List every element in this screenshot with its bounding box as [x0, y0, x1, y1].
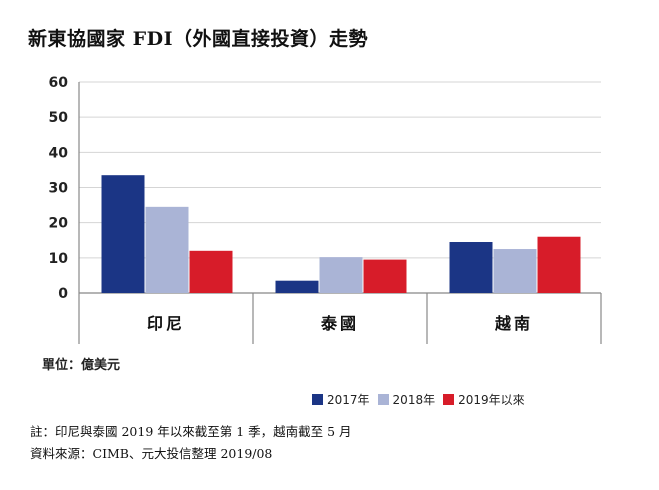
y-tick-label-50: 50: [49, 110, 69, 126]
bar-印尼-2019年以來: [189, 250, 233, 293]
y-tick-label-30: 30: [49, 181, 69, 197]
footnote-line-2: 資料來源：CIMB、元大投信整理 2019/08: [30, 446, 273, 461]
footnote-line-1: 註：印尼與泰國 2019 年以來截至第 1 季，越南截至 5 月: [30, 424, 352, 439]
bar-chart: 0 10 20 30 40 50 60 印尼 泰國 越南: [49, 75, 602, 344]
category-label-越南: 越南: [494, 314, 533, 333]
bars: [101, 175, 581, 293]
legend-label-2018: 2018年: [392, 393, 436, 407]
tick-labels: 0 10 20 30 40 50 60 印尼 泰國 越南: [49, 75, 533, 333]
bar-印尼-2017年: [101, 175, 145, 293]
unit-label: 單位：億美元: [42, 358, 121, 373]
y-tick-label-0: 0: [58, 286, 68, 302]
legend-swatch-2017: [312, 394, 323, 405]
legend-label-2017: 2017年: [327, 393, 370, 407]
bar-泰國-2017年: [275, 280, 319, 293]
y-tick-label-20: 20: [49, 216, 69, 232]
bar-泰國-2019年以來: [363, 259, 407, 293]
bar-越南-2017年: [449, 242, 493, 293]
category-label-印尼: 印尼: [147, 314, 185, 333]
legend-item-2019: 2019年以來: [443, 391, 525, 408]
legend-swatch-2018: [377, 394, 389, 405]
footnotes: 註：印尼與泰國 2019 年以來截至第 1 季，越南截至 5 月 資料來源：CI…: [30, 421, 352, 465]
legend: 2017年 2018年 2019年以來: [312, 391, 533, 408]
legend-label-2019: 2019年以來: [458, 393, 525, 407]
y-tick-label-10: 10: [49, 251, 69, 267]
legend-item-2018: 2018年: [377, 391, 436, 408]
category-label-泰國: 泰國: [320, 314, 359, 333]
chart-title: 新東協國家 FDI（外國直接投資）走勢: [28, 28, 368, 50]
bar-越南-2019年以來: [537, 236, 581, 293]
legend-item-2017: 2017年: [312, 391, 370, 408]
y-tick-label-60: 60: [49, 75, 69, 91]
bar-越南-2018年: [493, 249, 537, 293]
bar-泰國-2018年: [319, 257, 363, 293]
y-tick-label-40: 40: [49, 145, 69, 161]
legend-swatch-2019: [443, 394, 455, 405]
bar-印尼-2018年: [145, 206, 189, 293]
